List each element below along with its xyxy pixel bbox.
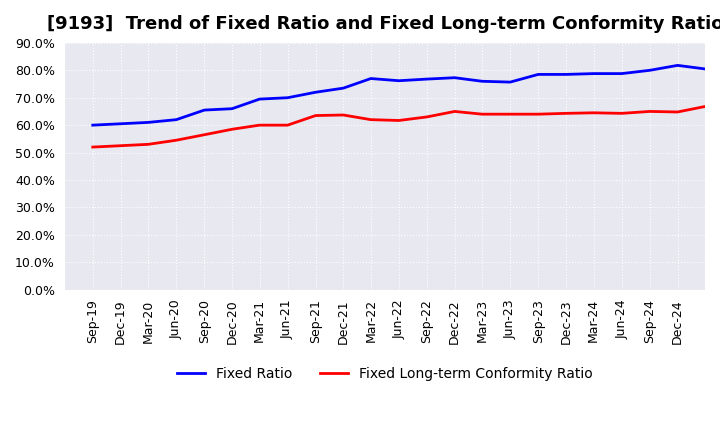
Legend: Fixed Ratio, Fixed Long-term Conformity Ratio: Fixed Ratio, Fixed Long-term Conformity … bbox=[171, 361, 598, 386]
Line: Fixed Long-term Conformity Ratio: Fixed Long-term Conformity Ratio bbox=[93, 88, 720, 147]
Line: Fixed Ratio: Fixed Ratio bbox=[93, 61, 720, 125]
Title: [9193]  Trend of Fixed Ratio and Fixed Long-term Conformity Ratio: [9193] Trend of Fixed Ratio and Fixed Lo… bbox=[47, 15, 720, 33]
